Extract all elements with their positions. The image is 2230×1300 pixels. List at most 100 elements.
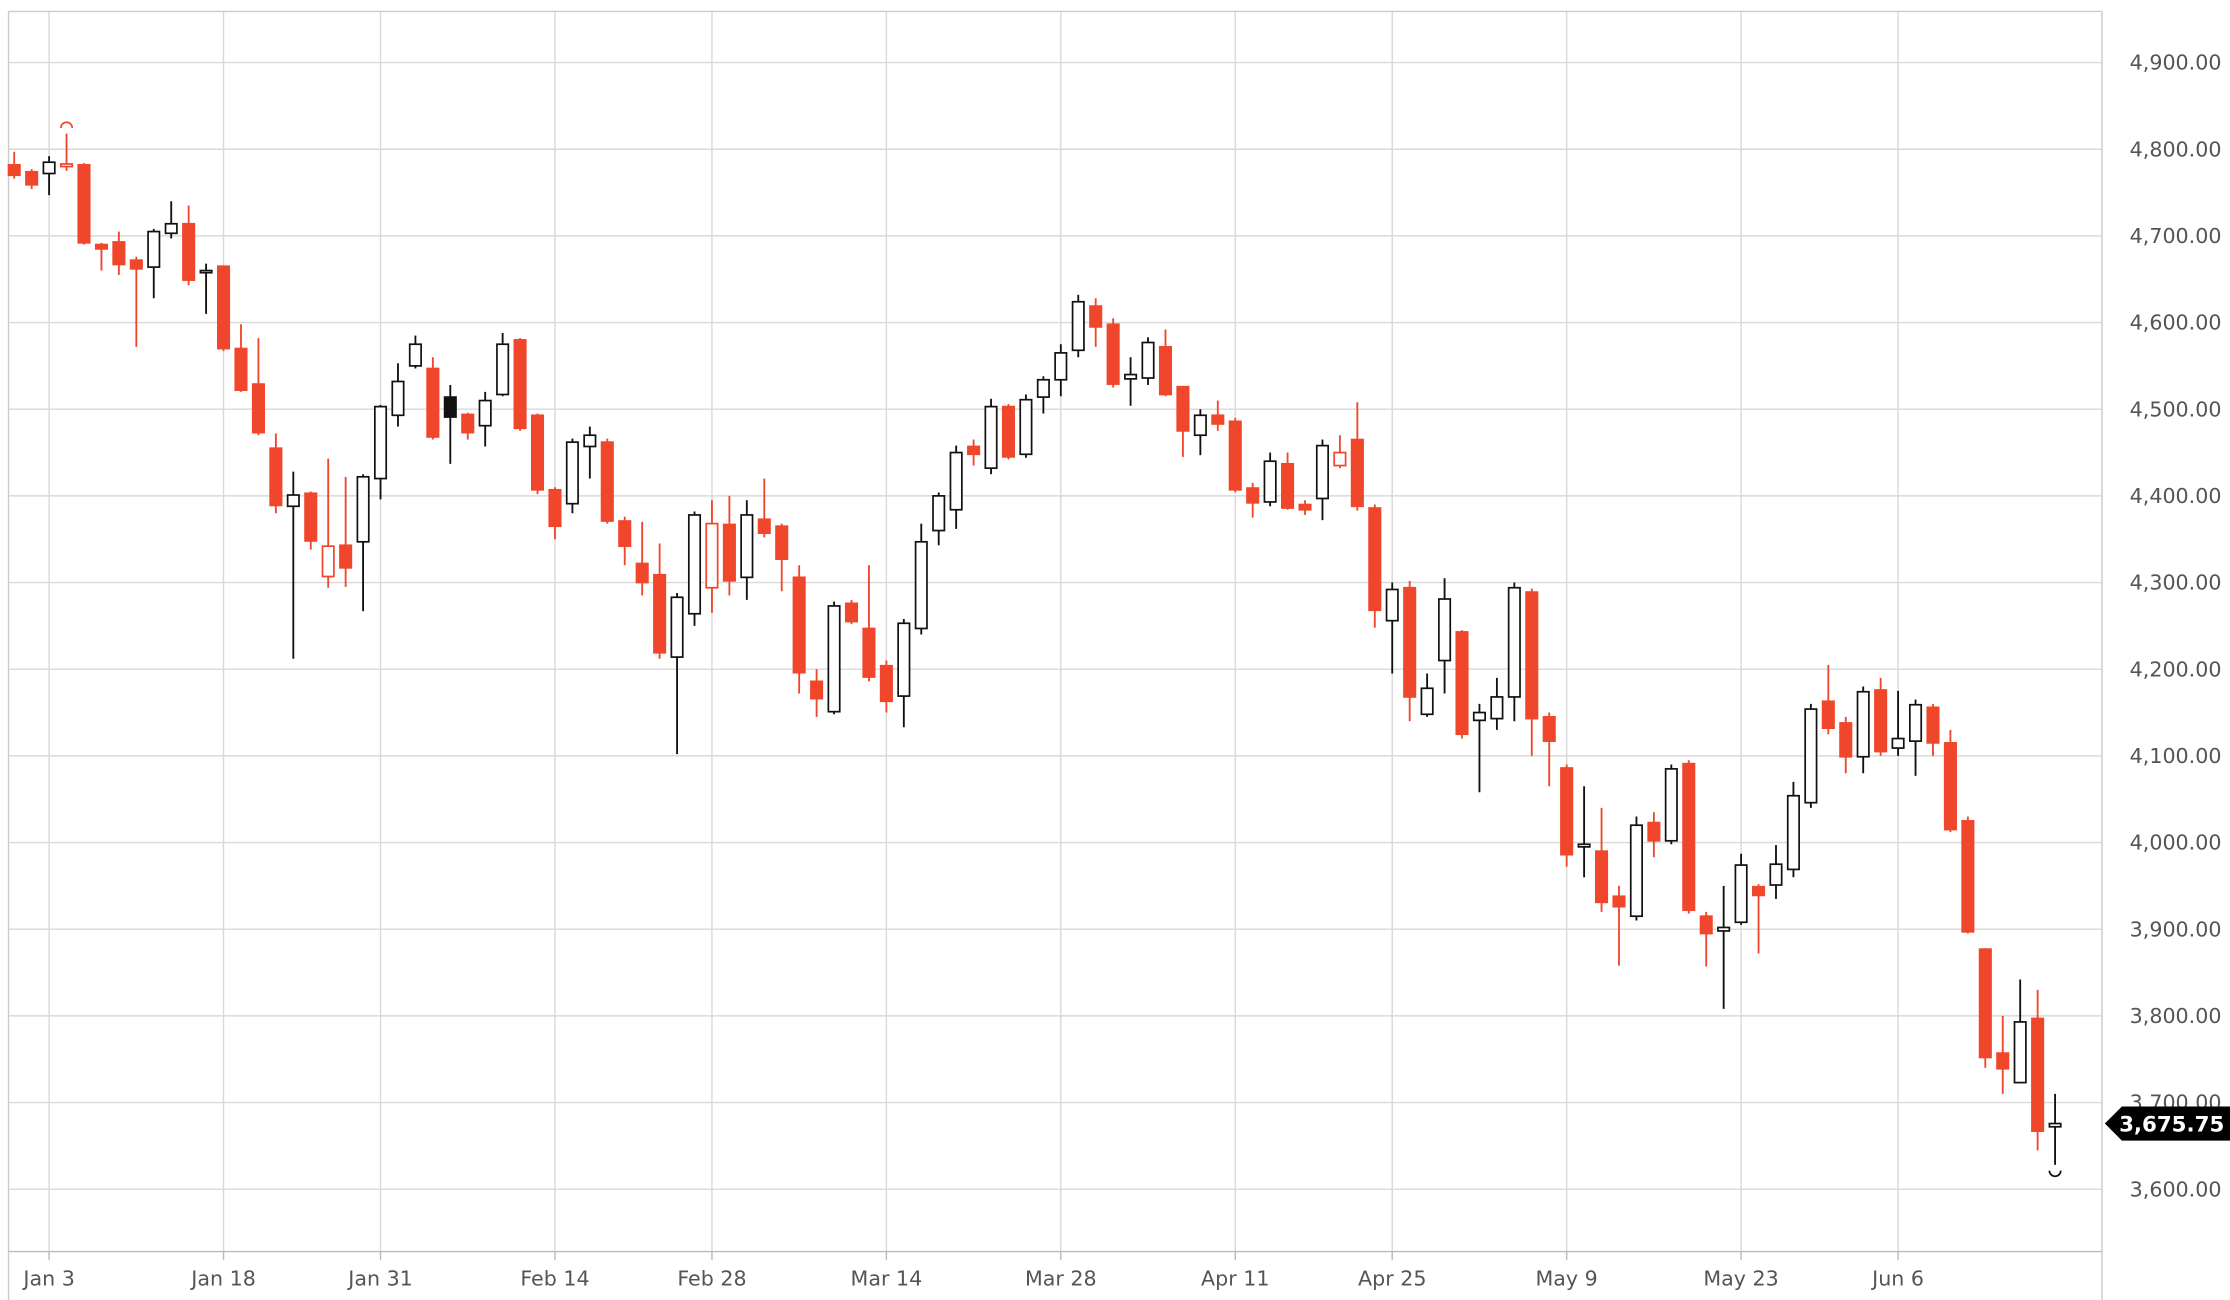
- candle-body: [426, 367, 440, 438]
- labels: 3,600.003,700.003,800.003,900.004,000.00…: [21, 51, 2230, 1291]
- candle-body: [1664, 768, 1678, 842]
- candle-body: [1699, 915, 1713, 935]
- candle-body: [2048, 1122, 2062, 1128]
- candle-body: [25, 170, 39, 186]
- y-tick-label: 4,100.00: [2130, 744, 2222, 768]
- candle-body: [757, 518, 771, 535]
- candle-body: [1246, 487, 1260, 504]
- x-tick-label: Jan 18: [189, 1267, 256, 1291]
- candle-body: [844, 602, 859, 623]
- candle-body: [42, 161, 56, 175]
- candle-body: [687, 514, 702, 615]
- x-tick-label: Mar 28: [1025, 1267, 1097, 1291]
- candle-body: [1141, 341, 1155, 379]
- low-marker: [2048, 1170, 2062, 1178]
- candle-body: [1263, 460, 1277, 503]
- candle-body: [1472, 711, 1486, 722]
- y-tick-label: 4,700.00: [2130, 224, 2222, 248]
- candle-body: [1839, 722, 1853, 758]
- candle-body: [775, 525, 789, 561]
- candle-body: [565, 441, 579, 505]
- candle-body: [216, 265, 231, 350]
- candle-body: [2013, 1021, 2027, 1084]
- candle-body: [583, 434, 597, 448]
- y-tick-label: 4,400.00: [2130, 484, 2222, 508]
- candle-body: [1560, 767, 1574, 856]
- candle-body: [7, 163, 21, 177]
- candle-body: [670, 596, 684, 658]
- candle-body: [1193, 414, 1207, 437]
- candle-body: [1978, 948, 1992, 1059]
- candle-body: [1211, 414, 1225, 425]
- candle-body: [1350, 438, 1364, 508]
- candle-body: [356, 475, 370, 543]
- candle-body: [1769, 863, 1783, 886]
- candle-body: [129, 259, 143, 270]
- candle-body: [1228, 420, 1242, 491]
- candle-body: [1525, 591, 1539, 720]
- candle-body: [1804, 708, 1818, 804]
- y-tick-label: 4,300.00: [2130, 571, 2222, 595]
- last-price-tag: [2104, 1106, 2230, 1141]
- candle-body: [1315, 444, 1330, 500]
- candle-body: [339, 544, 353, 569]
- x-tick-label: Apr 11: [1201, 1267, 1269, 1291]
- candle-body: [1682, 762, 1696, 911]
- candle-body: [94, 243, 108, 250]
- candle-body: [1908, 703, 1923, 742]
- candle-body: [1420, 687, 1434, 716]
- candle-body: [1821, 700, 1835, 729]
- candle-body: [984, 405, 998, 470]
- candle-body: [1054, 352, 1068, 381]
- x-tick-label: May 9: [1536, 1267, 1598, 1291]
- candle-body: [182, 222, 196, 281]
- candle-body: [60, 163, 74, 168]
- candle-body: [1036, 378, 1050, 398]
- candle-body: [530, 414, 545, 491]
- x-tick-label: May 23: [1703, 1267, 1778, 1291]
- candle-body: [513, 339, 527, 430]
- candle-body: [1542, 716, 1556, 742]
- candle-body: [1019, 398, 1033, 456]
- y-tick-label: 3,800.00: [2130, 1004, 2222, 1028]
- candle-body: [443, 396, 457, 418]
- candle-body: [1595, 850, 1609, 904]
- candle-body: [1647, 821, 1661, 842]
- candle-body: [1333, 451, 1347, 467]
- candle-body: [1943, 742, 1957, 831]
- candle-body: [1752, 885, 1766, 897]
- candle-body: [1996, 1052, 2010, 1070]
- candle-body: [949, 451, 963, 511]
- candle-body: [1490, 696, 1504, 720]
- candle-body: [740, 514, 754, 579]
- candle-body: [1734, 864, 1748, 924]
- y-tick-label: 3,600.00: [2130, 1177, 2222, 1201]
- candle-body: [461, 413, 475, 434]
- candle-body: [286, 494, 300, 508]
- candle-body: [914, 540, 928, 630]
- candle-body: [478, 399, 492, 427]
- y-tick-label: 4,600.00: [2130, 311, 2222, 335]
- candle-body: [164, 222, 178, 235]
- candles: [7, 121, 2062, 1178]
- candle-body: [321, 545, 335, 578]
- candle-body: [1403, 586, 1417, 698]
- candle-body: [1106, 323, 1120, 385]
- candle-body: [967, 445, 981, 456]
- candle-body: [1507, 586, 1521, 698]
- candle-body: [1961, 820, 1975, 933]
- candle-body: [600, 441, 614, 522]
- candle-body: [391, 380, 405, 417]
- candle-body: [1176, 385, 1190, 432]
- candle-body: [1124, 373, 1138, 380]
- candle-body: [1874, 689, 1888, 753]
- candle-body: [112, 241, 126, 266]
- candle-body: [408, 343, 422, 367]
- candle-body: [1281, 462, 1295, 509]
- candle-body: [1298, 503, 1312, 511]
- candle-body: [1629, 824, 1643, 918]
- candle-body: [722, 523, 736, 582]
- high-marker: [60, 121, 74, 129]
